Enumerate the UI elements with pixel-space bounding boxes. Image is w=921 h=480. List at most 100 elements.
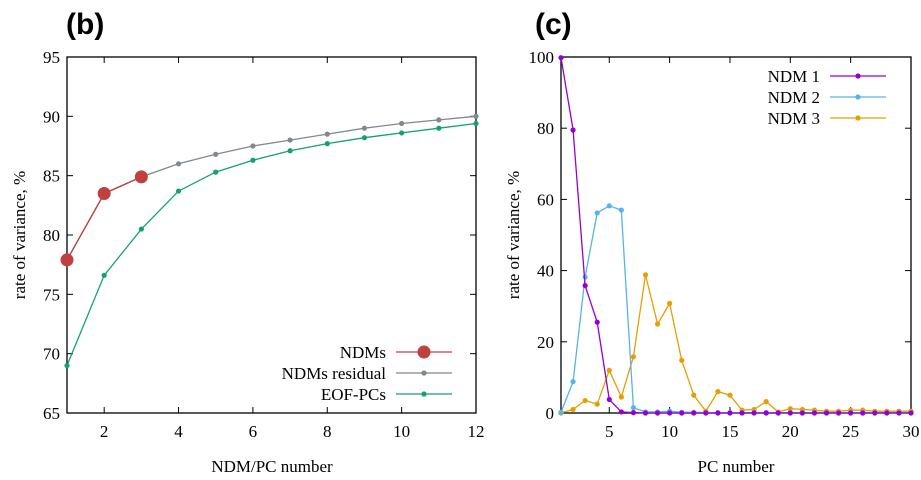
panel-b-data-point-eof-pcs xyxy=(213,169,219,175)
panel-b-data-point-eof-pcs xyxy=(250,157,256,163)
panel-c-legend-marker-ndm-1 xyxy=(855,73,861,79)
panel-c-series-line-ndm-2 xyxy=(560,205,911,414)
panel-b-data-point-ndms-residual xyxy=(473,113,479,119)
panel-b-y-tick-label: 70 xyxy=(43,345,60,364)
panel-b-x-tick-label: 12 xyxy=(468,422,485,441)
panel-b-data-point-eof-pcs xyxy=(64,362,70,369)
panel-b-legend-marker-ndms-residual xyxy=(421,370,427,376)
panel-c-letter: (c) xyxy=(535,8,572,41)
panel-b-data-point-ndms-residual xyxy=(250,143,256,149)
panel-b-legend: NDMs NDMs residual EOF-PCs xyxy=(282,343,452,404)
panel-b-legend-label-eof-pcs: EOF-PCs xyxy=(321,385,386,404)
panel-b-letter: (b) xyxy=(66,8,104,41)
panel-c-data-point-ndm-1 xyxy=(654,410,661,416)
panel-c-data-point-ndm-3 xyxy=(618,394,624,400)
panel-b-data-point-ndms-residual xyxy=(399,120,405,127)
panel-c-data-point-ndm-3 xyxy=(630,354,637,360)
panel-b-x-tick-label: 8 xyxy=(323,422,332,441)
panel-b-data-point-ndms xyxy=(60,253,74,267)
panel-c-data-point-ndm-1 xyxy=(703,410,709,416)
panel-c-data-point-ndm-3 xyxy=(594,401,600,407)
panel-c-data-point-ndm-2 xyxy=(558,409,564,415)
panel-c-data-point-ndm-3 xyxy=(582,397,588,404)
panel-c-data-point-ndm-3 xyxy=(787,406,793,412)
panel-c-legend-label-ndm-2: NDM 2 xyxy=(768,88,820,107)
panel-b-legend-label-ndms-residual: NDMs residual xyxy=(282,364,387,383)
panel-c-legend-label-ndm-3: NDM 3 xyxy=(768,109,820,128)
panel-b-data-point-eof-pcs xyxy=(101,272,107,278)
panel-b-data-point-ndms-residual xyxy=(287,137,293,143)
panel-b-y-tick-label: 95 xyxy=(43,48,60,67)
panel-c-data-point-ndm-1 xyxy=(763,410,769,416)
panel-c-ticks: 0 20 40 60 80 100 5 10 15 20 25 30 xyxy=(529,48,920,441)
panel-b-data-point-ndms-residual xyxy=(436,117,442,123)
panel-c-data-point-ndm-1 xyxy=(811,410,818,416)
panel-b-x-axis-label: NDM/PC number xyxy=(211,457,333,476)
panel-c-data-point-ndm-2 xyxy=(570,379,576,385)
panel-c-data-point-ndm-1 xyxy=(751,410,757,416)
panel-c-y-tick-label: 60 xyxy=(537,190,554,209)
panel-b-x-tick-label: 10 xyxy=(393,422,410,441)
panel-c-data-point-ndm-1 xyxy=(606,396,612,403)
panel-c-data-point-ndm-1 xyxy=(775,410,781,416)
panel-c-data-point-ndm-1 xyxy=(570,127,576,133)
panel-c-data-point-ndm-1 xyxy=(835,410,842,416)
panel-b-y-tick-label: 80 xyxy=(43,226,60,245)
panel-b-data-point-eof-pcs xyxy=(399,130,405,136)
panel-c-x-tick-label: 30 xyxy=(903,422,920,441)
panel-c-x-tick-label: 10 xyxy=(661,422,678,441)
panel-b-data-point-ndms-residual xyxy=(175,161,182,167)
panel-b-data-point-ndms xyxy=(134,170,148,184)
panel-c-x-tick-label: 20 xyxy=(782,422,799,441)
panel-b-x-tick-label: 6 xyxy=(249,422,258,441)
panel-b-x-tick-label: 2 xyxy=(100,422,109,441)
panel-c-data-point-ndm-1 xyxy=(896,410,902,416)
panel-c-y-tick-label: 40 xyxy=(537,262,554,281)
panel-c-data-point-ndm-1 xyxy=(558,55,564,61)
panel-c-data-point-ndm-3 xyxy=(606,367,612,373)
panel-c-data-point-ndm-1 xyxy=(667,410,673,416)
panel-b-legend-marker-eof-pcs xyxy=(421,391,427,397)
panel-c-y-tick-label: 20 xyxy=(537,333,554,352)
panel-c-data-point-ndm-1 xyxy=(582,282,588,289)
panel-b-data-point-eof-pcs xyxy=(138,226,144,232)
panel-c-data-point-ndm-1 xyxy=(848,410,854,416)
panel-c-y-tick-label: 80 xyxy=(537,119,554,138)
panel-c-data-point-ndm-1 xyxy=(860,410,866,416)
panel-c-data-point-ndm-1 xyxy=(594,319,600,325)
panel-b-data-point-eof-pcs xyxy=(175,188,182,194)
panel-c-x-tick-label: 15 xyxy=(721,422,738,441)
panel-c-data-point-ndm-3 xyxy=(667,300,673,306)
panel-b-y-axis-label: rate of variance, % xyxy=(10,171,29,299)
panel-c-data-point-ndm-1 xyxy=(799,410,805,416)
panel-c-y-tick-label: 100 xyxy=(529,48,555,67)
panel-c-legend: NDM 1 NDM 2 NDM 3 xyxy=(768,67,886,128)
panel-c-legend-label-ndm-1: NDM 1 xyxy=(768,67,820,86)
panel-b-y-tick-label: 90 xyxy=(43,107,60,126)
panel-c-data-point-ndm-3 xyxy=(642,272,649,278)
panel-c-data-point-ndm-3 xyxy=(679,357,685,363)
panel-c-data-point-ndm-3 xyxy=(570,406,576,413)
panel-c-data-point-ndm-1 xyxy=(642,410,649,416)
panel-c-data-point-ndm-3 xyxy=(763,399,769,405)
panel-c-legend-marker-ndm-2 xyxy=(855,94,861,100)
panel-b-x-tick-label: 4 xyxy=(174,422,183,441)
panel-b-data-point-eof-pcs xyxy=(361,135,368,141)
panel-c-legend-marker-ndm-3 xyxy=(855,115,861,121)
panel-c-data-point-ndm-1 xyxy=(618,409,624,415)
panel-c-data-point-ndm-1 xyxy=(679,410,685,416)
panel-c-data-point-ndm-1 xyxy=(727,410,733,416)
panel-b-data-point-ndms-residual xyxy=(324,131,330,137)
panel-c-data-point-ndm-1 xyxy=(908,410,914,416)
panel-c-data-point-ndm-3 xyxy=(715,389,721,395)
panel-b-series-line-eof-pcs xyxy=(66,122,477,366)
chart-panel-b: (b) 65 70 75 80 85 90 95 2 4 6 8 10 12 NDMs NDMs resi… xyxy=(10,8,485,476)
panel-c-x-tick-label: 5 xyxy=(605,422,614,441)
panel-c-data-point-ndm-1 xyxy=(884,410,890,416)
panel-c-data-point-ndm-1 xyxy=(739,410,745,416)
panel-c-data-point-ndm-1 xyxy=(715,410,721,416)
panel-c-data-point-ndm-1 xyxy=(823,410,830,416)
panel-c-y-tick-label: 0 xyxy=(546,404,555,423)
